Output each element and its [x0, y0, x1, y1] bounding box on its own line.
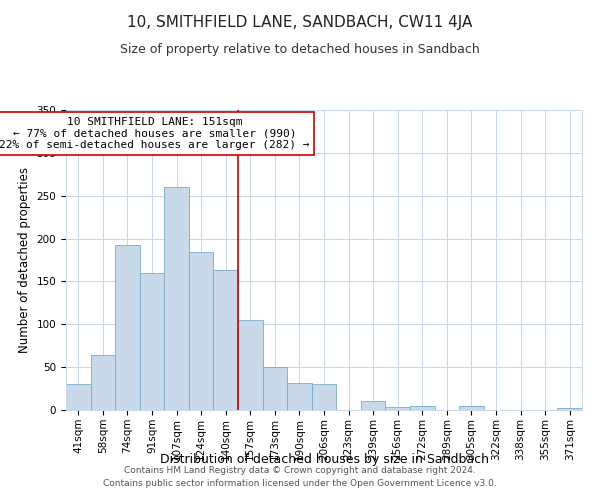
Bar — [189, 252, 214, 410]
Text: 10, SMITHFIELD LANE, SANDBACH, CW11 4JA: 10, SMITHFIELD LANE, SANDBACH, CW11 4JA — [127, 15, 473, 30]
Bar — [214, 270, 238, 410]
Bar — [410, 406, 434, 410]
Text: Size of property relative to detached houses in Sandbach: Size of property relative to detached ho… — [120, 42, 480, 56]
Bar — [385, 406, 410, 410]
Text: 10 SMITHFIELD LANE: 151sqm
← 77% of detached houses are smaller (990)
22% of sem: 10 SMITHFIELD LANE: 151sqm ← 77% of deta… — [0, 117, 310, 150]
Bar — [312, 384, 336, 410]
Bar — [66, 384, 91, 410]
Bar — [459, 406, 484, 410]
Text: Distribution of detached houses by size in Sandbach: Distribution of detached houses by size … — [160, 454, 488, 466]
Bar — [238, 320, 263, 410]
Bar — [164, 187, 189, 410]
Bar — [140, 273, 164, 410]
Bar — [263, 367, 287, 410]
Text: Contains HM Land Registry data © Crown copyright and database right 2024.
Contai: Contains HM Land Registry data © Crown c… — [103, 466, 497, 487]
Bar — [91, 355, 115, 410]
Bar — [361, 402, 385, 410]
Bar — [287, 384, 312, 410]
Bar — [557, 408, 582, 410]
Y-axis label: Number of detached properties: Number of detached properties — [18, 167, 31, 353]
Bar — [115, 246, 140, 410]
